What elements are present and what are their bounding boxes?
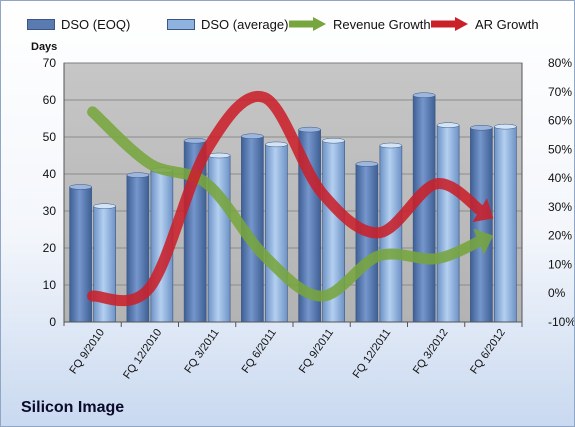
bar: [494, 123, 517, 323]
revenue-growth-curve: [87, 106, 494, 302]
y2-tick-label: 70%: [548, 85, 572, 99]
bar-cap: [69, 184, 92, 190]
bar-body: [355, 163, 379, 323]
y-tick-label: 20: [43, 241, 57, 255]
bar: [355, 161, 379, 323]
bar-body: [470, 127, 493, 323]
bar-cap: [470, 125, 493, 131]
bar-cap: [207, 152, 231, 159]
legend-swatch-dso-eoq: [27, 18, 55, 30]
bar-cap: [494, 123, 517, 130]
legend: DSO (EOQ) DSO (average) Revenue Growth A…: [1, 9, 574, 39]
x-tick-label: FQ 3/2011: [182, 327, 221, 376]
ar-growth-arrowhead: [472, 198, 494, 223]
bar-cap: [412, 92, 436, 98]
legend-swatch-ar-growth: [431, 17, 468, 31]
legend-item-ar-growth: AR Growth: [429, 9, 539, 39]
y2-tick-label: 30%: [548, 200, 572, 214]
legend-label-revenue-growth: Revenue Growth: [333, 16, 431, 32]
x-tick-label: FQ 9/2010: [67, 327, 107, 376]
bar-body: [69, 186, 92, 323]
x-tick-label: FQ 6/2011: [240, 327, 279, 376]
ar-growth-line: [87, 90, 487, 307]
company-name: Silicon Image: [21, 399, 125, 416]
bar-cap: [183, 137, 207, 144]
y-axis-title: Days: [31, 41, 58, 53]
legend-swatch-dso-average: [167, 18, 195, 30]
growth-curves: [87, 90, 494, 307]
legend-label-dso-eoq: DSO (EOQ): [61, 16, 131, 32]
bar-cap: [126, 172, 150, 178]
legend-swatch-revenue-growth: [289, 17, 326, 31]
bar: [470, 125, 493, 323]
bar-body: [265, 144, 288, 323]
x-tick-label: FQ 6/2012: [468, 327, 508, 376]
bar-cap: [322, 137, 345, 144]
legend-item-dso-average: DSO (average): [167, 9, 288, 39]
y-tick-label: 40: [43, 167, 57, 181]
x-tick-label: FQ 3/2012: [411, 327, 451, 376]
y-tick-label: 70: [43, 56, 57, 70]
y-tick-label: 0: [49, 315, 56, 329]
y-tick-label: 60: [43, 93, 57, 107]
bar: [265, 141, 288, 323]
y2-tick-label: 50%: [548, 142, 572, 156]
y-tick-label: 30: [43, 204, 57, 218]
y-tick-label: 50: [43, 130, 57, 144]
y2-tick-label: 40%: [548, 171, 572, 185]
bar: [207, 152, 231, 323]
y2-tick-label: 10%: [548, 257, 572, 271]
revenue-growth-arrowhead: [473, 228, 494, 255]
y2-tick-label: -10%: [548, 315, 574, 329]
bar: [69, 184, 92, 323]
y2-tick-label: 80%: [548, 56, 572, 70]
bar-body: [436, 124, 460, 323]
bar: [436, 122, 460, 323]
bar-cap: [241, 133, 264, 140]
bar-cap: [265, 141, 288, 148]
y2-tick-label: 20%: [548, 229, 572, 243]
bar-cap: [93, 203, 116, 209]
legend-item-revenue-growth: Revenue Growth: [287, 9, 431, 39]
y-tick-label: 10: [43, 278, 57, 292]
legend-label-dso-average: DSO (average): [201, 16, 289, 32]
ar-growth-curve: [87, 90, 494, 307]
bar: [412, 92, 436, 323]
bar-cap: [355, 161, 379, 167]
revenue-growth-line: [87, 106, 486, 302]
x-tick-label: FQ 12/2010: [121, 327, 164, 381]
x-tick-label: FQ 12/2011: [351, 327, 394, 381]
y2-tick-label: 60%: [548, 114, 572, 128]
bar-cap: [298, 126, 321, 133]
legend-label-ar-growth: AR Growth: [475, 16, 539, 32]
x-tick-label: FQ 9/2011: [297, 327, 336, 376]
y2-tick-label: 0%: [548, 286, 566, 300]
bar-body: [494, 126, 517, 323]
bar-body: [412, 94, 436, 323]
legend-item-dso-eoq: DSO (EOQ): [27, 9, 130, 39]
bar-cap: [379, 142, 403, 149]
bar-cap: [436, 122, 460, 128]
